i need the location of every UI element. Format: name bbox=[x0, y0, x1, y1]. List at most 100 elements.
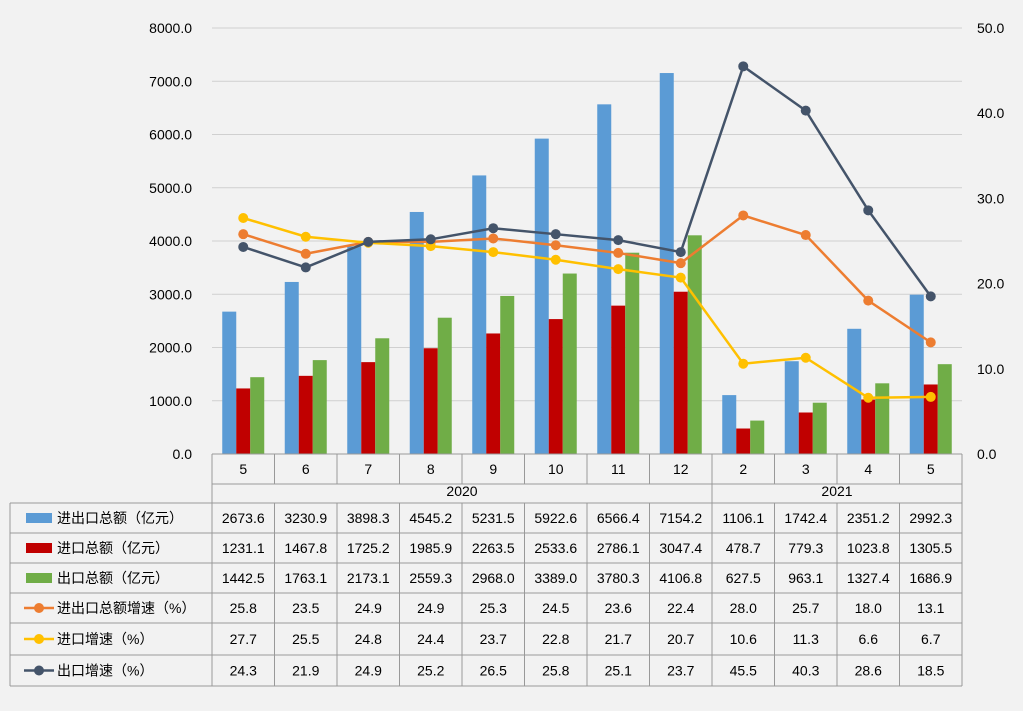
data-label: 26.5 bbox=[480, 663, 507, 679]
data-label: 1763.1 bbox=[284, 570, 327, 586]
data-label: 1305.5 bbox=[909, 540, 952, 556]
line-point bbox=[925, 291, 936, 302]
data-label: 23.7 bbox=[667, 663, 694, 679]
data-label: 24.4 bbox=[417, 631, 444, 647]
bar bbox=[312, 360, 327, 454]
left-tick-label: 0.0 bbox=[173, 446, 193, 462]
bar bbox=[534, 138, 549, 454]
data-label: 2533.6 bbox=[534, 540, 577, 556]
right-axis-ticks: 0.0 10.0 20.0 30.0 40.0 50.0 bbox=[977, 20, 1004, 462]
bar bbox=[548, 319, 563, 454]
bar bbox=[250, 377, 265, 454]
data-label: 45.5 bbox=[730, 663, 757, 679]
line-point bbox=[738, 210, 749, 221]
line-series bbox=[238, 61, 936, 403]
bar bbox=[423, 348, 438, 454]
right-tick-label: 40.0 bbox=[977, 105, 1004, 121]
x-tick-label: 11 bbox=[611, 461, 626, 477]
left-tick-label: 3000.0 bbox=[149, 286, 192, 302]
left-tick-label: 4000.0 bbox=[149, 233, 192, 249]
bar bbox=[736, 428, 751, 454]
data-label: 2786.1 bbox=[597, 540, 640, 556]
data-label: 1327.4 bbox=[847, 570, 890, 586]
data-label: 627.5 bbox=[726, 570, 761, 586]
data-label: 3389.0 bbox=[534, 570, 577, 586]
data-label: 25.1 bbox=[605, 663, 632, 679]
bar bbox=[472, 175, 487, 455]
data-label: 24.9 bbox=[417, 600, 444, 616]
data-label: 2992.3 bbox=[909, 510, 952, 526]
line-point bbox=[800, 230, 811, 241]
data-label: 25.8 bbox=[542, 663, 569, 679]
data-label: 5231.5 bbox=[472, 510, 515, 526]
line-point bbox=[550, 254, 561, 265]
data-label: 21.9 bbox=[292, 663, 319, 679]
line-point bbox=[363, 236, 374, 247]
data-label: 3780.3 bbox=[597, 570, 640, 586]
data-label: 28.6 bbox=[855, 663, 882, 679]
left-tick-label: 7000.0 bbox=[149, 73, 192, 89]
right-tick-label: 10.0 bbox=[977, 361, 1004, 377]
bar bbox=[284, 281, 299, 454]
x-tick-label: 3 bbox=[802, 461, 810, 477]
legend-key bbox=[26, 543, 52, 553]
x-tick-label: 10 bbox=[548, 461, 564, 477]
line-point bbox=[613, 264, 624, 275]
data-label: 2351.2 bbox=[847, 510, 890, 526]
bar bbox=[437, 317, 452, 454]
bar bbox=[909, 294, 924, 454]
data-label: 25.2 bbox=[417, 663, 444, 679]
legend-label: 出口总额（亿元） bbox=[57, 570, 169, 586]
data-label: 27.7 bbox=[230, 631, 257, 647]
data-label: 18.0 bbox=[855, 600, 882, 616]
data-label: 25.7 bbox=[792, 600, 819, 616]
x-tick-label: 6 bbox=[302, 461, 310, 477]
legend-key bbox=[26, 573, 52, 583]
data-label: 24.9 bbox=[355, 663, 382, 679]
data-label: 1231.1 bbox=[222, 540, 265, 556]
data-label: 25.5 bbox=[292, 631, 319, 647]
data-label: 25.8 bbox=[230, 600, 257, 616]
year-group-label: 2021 bbox=[821, 483, 852, 499]
line-point bbox=[425, 234, 436, 245]
data-label: 25.3 bbox=[480, 600, 507, 616]
data-label: 2559.3 bbox=[409, 570, 452, 586]
data-label: 478.7 bbox=[726, 540, 761, 556]
legend-label: 进出口总额增速（%） bbox=[57, 600, 195, 616]
data-label: 22.4 bbox=[667, 600, 694, 616]
bar bbox=[375, 338, 390, 454]
data-label: 1742.4 bbox=[784, 510, 827, 526]
legend-key bbox=[34, 634, 44, 644]
data-label: 1725.2 bbox=[347, 540, 390, 556]
data-table: 5 6 7 8 9 10 11 12 2 3 4 5 2020 2021 进出口总额（亿元） 2673.6 32… bbox=[9, 453, 963, 687]
data-label: 6566.4 bbox=[597, 510, 640, 526]
series-line bbox=[242, 216, 931, 400]
line-point bbox=[613, 247, 624, 258]
data-label: 40.3 bbox=[792, 663, 819, 679]
data-label: 24.8 bbox=[355, 631, 382, 647]
series-line bbox=[242, 214, 932, 344]
line-point bbox=[675, 247, 686, 258]
data-label: 963.1 bbox=[788, 570, 823, 586]
x-tick-label: 5 bbox=[927, 461, 935, 477]
data-label: 21.7 bbox=[605, 631, 632, 647]
data-label: 6.6 bbox=[859, 631, 879, 647]
left-tick-label: 6000.0 bbox=[149, 127, 192, 143]
line-point bbox=[488, 247, 499, 258]
bar bbox=[347, 246, 362, 454]
year-group-label: 2020 bbox=[446, 483, 477, 499]
data-label: 2173.1 bbox=[347, 570, 390, 586]
bar bbox=[659, 73, 674, 454]
line-point bbox=[925, 337, 936, 348]
x-tick-label: 4 bbox=[864, 461, 872, 477]
legend-key bbox=[34, 665, 44, 676]
data-label: 2263.5 bbox=[472, 540, 515, 556]
line-point bbox=[488, 223, 499, 234]
bar bbox=[409, 211, 424, 454]
legend-label: 进口总额（亿元） bbox=[57, 540, 169, 556]
x-tick-label: 8 bbox=[427, 461, 435, 477]
x-tick-label: 7 bbox=[364, 461, 372, 477]
left-tick-label: 8000.0 bbox=[149, 20, 192, 36]
data-label: 1985.9 bbox=[409, 540, 452, 556]
